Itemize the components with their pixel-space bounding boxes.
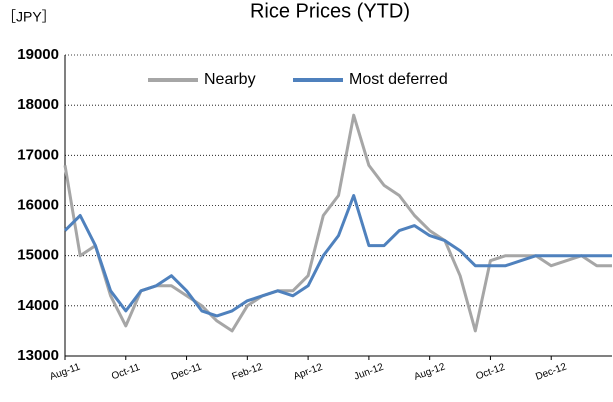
x-tick-label: Dec-12	[534, 361, 568, 383]
legend-label: Nearby	[204, 71, 256, 88]
y-tick-label: 19000	[17, 46, 59, 63]
y-tick-label: 15000	[17, 247, 59, 264]
x-tick-label: Aug-11	[48, 361, 82, 382]
chart-title: Rice Prices (YTD)	[250, 0, 410, 22]
y-tick-label: 16000	[17, 196, 59, 213]
x-tick-label: Dec-11	[170, 361, 204, 382]
x-tick-label: Oct-12	[475, 362, 507, 383]
y-tick-label: 17000	[17, 146, 59, 163]
x-tick-label: Jun-12	[353, 362, 386, 383]
y-tick-label: 18000	[17, 96, 59, 113]
series-line	[63, 113, 612, 333]
y-tick-label: 14000	[17, 297, 59, 314]
y-tick-label: 13000	[17, 347, 59, 364]
x-tick-label: Apr-12	[292, 362, 324, 383]
legend-label: Most deferred	[349, 71, 448, 88]
x-tick-label: Aug-12	[413, 361, 447, 383]
series-line	[63, 194, 612, 318]
x-tick-label: Oct-11	[110, 362, 142, 382]
x-tick-label: Feb-12	[231, 361, 265, 382]
y-axis-label: ［JPY］	[2, 9, 56, 25]
